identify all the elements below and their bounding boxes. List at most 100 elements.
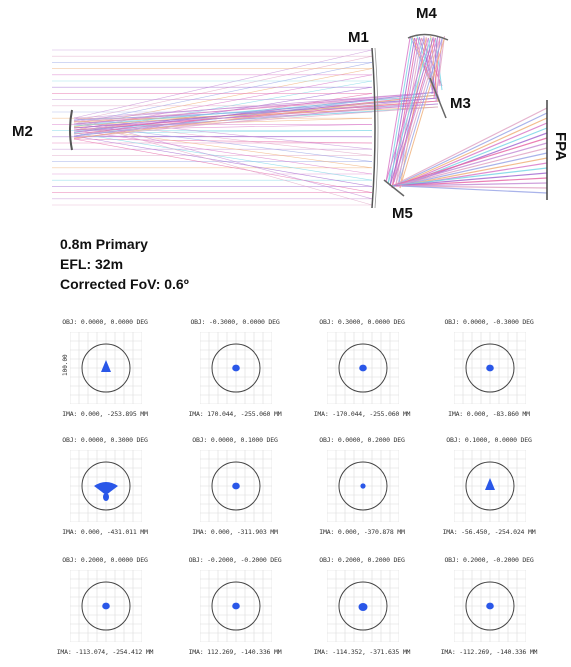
object-field-label: OBJ: -0.2000, -0.2000 DEG	[188, 556, 282, 564]
spot-plot	[200, 570, 272, 642]
ray	[397, 122, 548, 187]
spot-pattern	[232, 364, 240, 372]
spot-diagram-cell: OBJ: 0.0000, 0.1000 DEG IMA: 0.000, -311.…	[170, 436, 300, 546]
ray	[73, 117, 373, 150]
spot-pattern	[232, 482, 240, 490]
airy-disk-circle	[465, 581, 515, 631]
spot-diagram-cell: OBJ: -0.3000, 0.0000 DEG IMA: 170.044, -2…	[170, 318, 300, 428]
ray	[395, 117, 548, 187]
ray	[387, 37, 432, 185]
mirror-m5	[383, 179, 405, 197]
ray	[73, 100, 439, 139]
ray	[397, 37, 443, 187]
label-fpa: FPA	[552, 132, 569, 161]
image-position-label: IMA: -56.450, -254.024 MM	[442, 528, 536, 536]
ray	[401, 185, 548, 194]
ray	[389, 37, 434, 187]
ray	[73, 103, 439, 121]
ray	[437, 35, 445, 87]
spot-diagram-cell: OBJ: 0.3000, 0.0000 DEG IMA: -170.044, -2…	[297, 318, 427, 428]
airy-disk-circle	[338, 343, 388, 393]
object-field-label: OBJ: 0.0000, 0.1000 DEG	[192, 436, 278, 444]
object-field-label: OBJ: 0.0000, -0.3000 DEG	[444, 318, 534, 326]
ray	[73, 129, 373, 175]
ray	[73, 106, 439, 135]
mirror-m1-back	[374, 47, 379, 209]
airy-disk-circle	[465, 343, 515, 393]
image-position-label: IMA: 0.000, -431.011 MM	[62, 528, 148, 536]
object-field-label: OBJ: 0.3000, 0.0000 DEG	[319, 318, 405, 326]
airy-disk-circle	[81, 581, 131, 631]
ray	[73, 138, 373, 193]
object-field-label: OBJ: 0.0000, 0.0000 DEG	[62, 318, 148, 326]
ray-trace-diagram: M1 M2 M3 M4 M5 FPA	[12, 5, 569, 222]
ray	[73, 132, 373, 181]
spot-pattern	[94, 482, 118, 494]
ray	[397, 182, 548, 187]
spot-diagram-cell: OBJ: 0.1000, 0.0000 DEG IMA: -56.450, -25…	[424, 436, 554, 546]
ray	[395, 147, 548, 187]
object-field-label: OBJ: 0.2000, 0.2000 DEG	[319, 556, 405, 564]
spot-plot	[327, 450, 399, 522]
spot-plot	[70, 570, 142, 642]
image-position-label: IMA: -112.269, -140.336 MM	[440, 648, 538, 656]
spot-diagram-cell: OBJ: 0.2000, -0.2000 DEG IMA: -112.269, -…	[424, 556, 554, 666]
spot-pattern	[232, 602, 240, 610]
spot-diagram-cell: OBJ: 0.0000, 0.3000 DEG IMA: 0.000, -431.…	[40, 436, 170, 546]
spot-plot	[70, 332, 142, 404]
object-field-label: OBJ: 0.0000, 0.3000 DEG	[62, 436, 148, 444]
label-m1: M1	[348, 29, 369, 46]
spot-pattern	[103, 493, 109, 501]
ray	[391, 107, 548, 187]
spot-plot	[454, 332, 526, 404]
ray	[393, 172, 548, 187]
image-position-label: IMA: 170.044, -255.060 MM	[188, 410, 282, 418]
ray	[395, 177, 548, 187]
airy-disk-circle	[81, 461, 131, 511]
ray	[73, 68, 373, 128]
airy-disk-circle	[211, 461, 261, 511]
ray	[73, 100, 439, 127]
ray	[73, 91, 439, 137]
airy-disk-circle	[338, 581, 388, 631]
object-field-label: OBJ: -0.3000, 0.0000 DEG	[190, 318, 280, 326]
image-position-label: IMA: -114.352, -371.635 MM	[313, 648, 411, 656]
airy-disk-circle	[465, 461, 515, 511]
ray	[73, 117, 373, 200]
airy-disk-circle	[338, 461, 388, 511]
ray	[391, 167, 548, 187]
airy-disk-circle	[211, 581, 261, 631]
image-position-label: IMA: 112.269, -140.336 MM	[188, 648, 282, 656]
mirror-m2	[69, 109, 73, 151]
spot-plot	[70, 450, 142, 522]
ray	[399, 157, 548, 187]
label-m5: M5	[392, 205, 413, 222]
image-position-label: IMA: 0.000, -253.895 MM	[62, 410, 148, 418]
ray	[385, 37, 411, 183]
spot-pattern	[486, 364, 494, 372]
spot-diagram-cell: OBJ: 0.2000, 0.2000 DEG IMA: -114.352, -3…	[297, 556, 427, 666]
mirror-m3	[429, 77, 447, 119]
spot-pattern	[360, 483, 366, 489]
scale-label: 100.00	[62, 354, 69, 376]
spot-pattern	[359, 364, 367, 372]
ray	[391, 37, 436, 189]
object-field-label: OBJ: 0.1000, 0.0000 DEG	[446, 436, 532, 444]
image-position-label: IMA: -170.044, -255.060 MM	[313, 410, 411, 418]
ray	[73, 138, 373, 144]
ray	[393, 37, 439, 183]
label-m2: M2	[12, 123, 33, 140]
spot-pattern	[102, 602, 110, 610]
image-position-label: IMA: -113.074, -254.412 MM	[56, 648, 154, 656]
airy-disk-circle	[81, 343, 131, 393]
spot-diagram-cell: OBJ: 0.0000, -0.3000 DEG IMA: 0.000, -83.…	[424, 318, 554, 428]
ray	[393, 112, 548, 187]
spot-diagram-cell: OBJ: 0.0000, 0.0000 DEG 100.00 IMA: 0.000,…	[40, 318, 170, 428]
spec-efl: EFL: 32m	[60, 256, 124, 272]
spot-pattern	[101, 360, 111, 372]
spot-pattern	[485, 478, 495, 490]
ray	[393, 142, 548, 187]
ray	[73, 55, 373, 122]
spot-pattern	[486, 602, 494, 610]
spot-plot	[200, 332, 272, 404]
